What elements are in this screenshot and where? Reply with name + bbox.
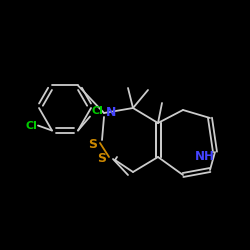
Text: S: S bbox=[98, 152, 106, 164]
Text: Cl: Cl bbox=[25, 120, 37, 130]
Text: N: N bbox=[106, 106, 117, 120]
Text: NH: NH bbox=[195, 150, 215, 164]
Text: S: S bbox=[88, 138, 98, 150]
Text: Cl: Cl bbox=[91, 106, 103, 116]
